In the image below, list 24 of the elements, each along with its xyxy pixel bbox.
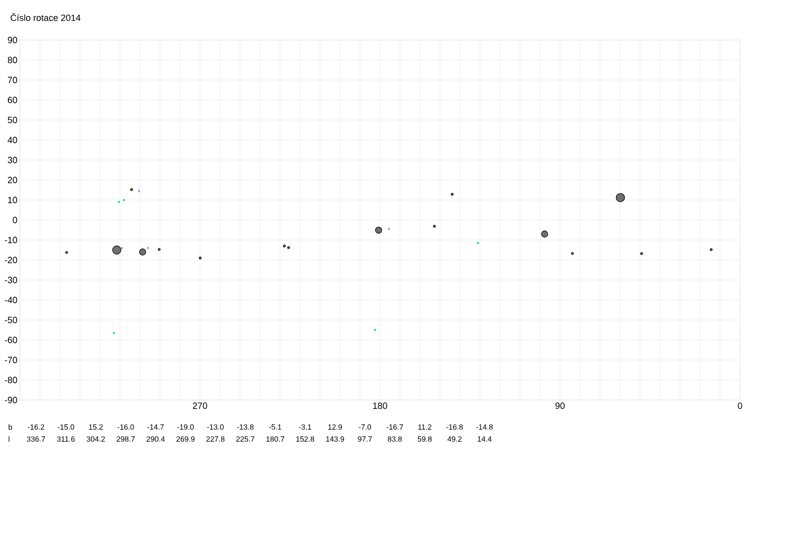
y-tick-label: 10 [8,196,18,204]
y-tick-label: -90 [4,396,18,404]
y-tick-label: 90 [8,36,18,44]
y-tick-label: 30 [8,156,18,164]
y-tick-label: 70 [8,76,18,84]
y-tick-label: -40 [4,296,18,304]
y-tick-label: -10 [4,236,18,244]
y-tick-label: -70 [4,356,18,364]
y-tick-label: -20 [4,256,18,264]
chart-title: Číslo rotace 2014 [10,13,80,21]
x-tick-label: 90 [555,402,565,409]
y-tick-label: 20 [8,176,18,184]
y-tick-label: 40 [8,136,18,144]
y-tick-label: 0 [12,216,18,224]
y-tick-label: 50 [8,116,18,124]
y-tick-label: -60 [4,336,18,344]
y-tick-label: 80 [8,56,18,64]
x-tick-label: 270 [192,402,208,409]
x-tick-label: 0 [738,402,742,409]
y-tick-label: 60 [8,96,18,104]
y-tick-label: -50 [4,316,18,324]
y-tick-label: -30 [4,276,18,284]
x-tick-label: 180 [373,402,388,409]
y-tick-label: -80 [4,376,18,384]
